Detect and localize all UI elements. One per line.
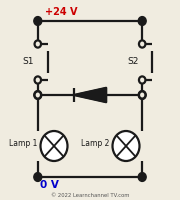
- Text: S2: S2: [127, 58, 139, 66]
- Circle shape: [138, 17, 146, 25]
- Polygon shape: [74, 88, 106, 102]
- Circle shape: [139, 40, 145, 48]
- Circle shape: [138, 91, 146, 99]
- Circle shape: [40, 131, 68, 161]
- Circle shape: [35, 40, 41, 48]
- Text: Lamp 2: Lamp 2: [80, 140, 109, 148]
- Text: © 2022 Learnchannel TV.com: © 2022 Learnchannel TV.com: [51, 193, 129, 198]
- Text: 0 V: 0 V: [40, 180, 58, 190]
- Text: +24 V: +24 V: [45, 7, 78, 17]
- Circle shape: [139, 76, 145, 84]
- Circle shape: [35, 76, 41, 84]
- Circle shape: [34, 17, 42, 25]
- Text: Lamp 1: Lamp 1: [8, 140, 37, 148]
- Text: S1: S1: [23, 58, 34, 66]
- Circle shape: [112, 131, 140, 161]
- Circle shape: [34, 173, 42, 181]
- Circle shape: [139, 91, 145, 99]
- Circle shape: [138, 173, 146, 181]
- Circle shape: [35, 91, 41, 99]
- Circle shape: [34, 91, 42, 99]
